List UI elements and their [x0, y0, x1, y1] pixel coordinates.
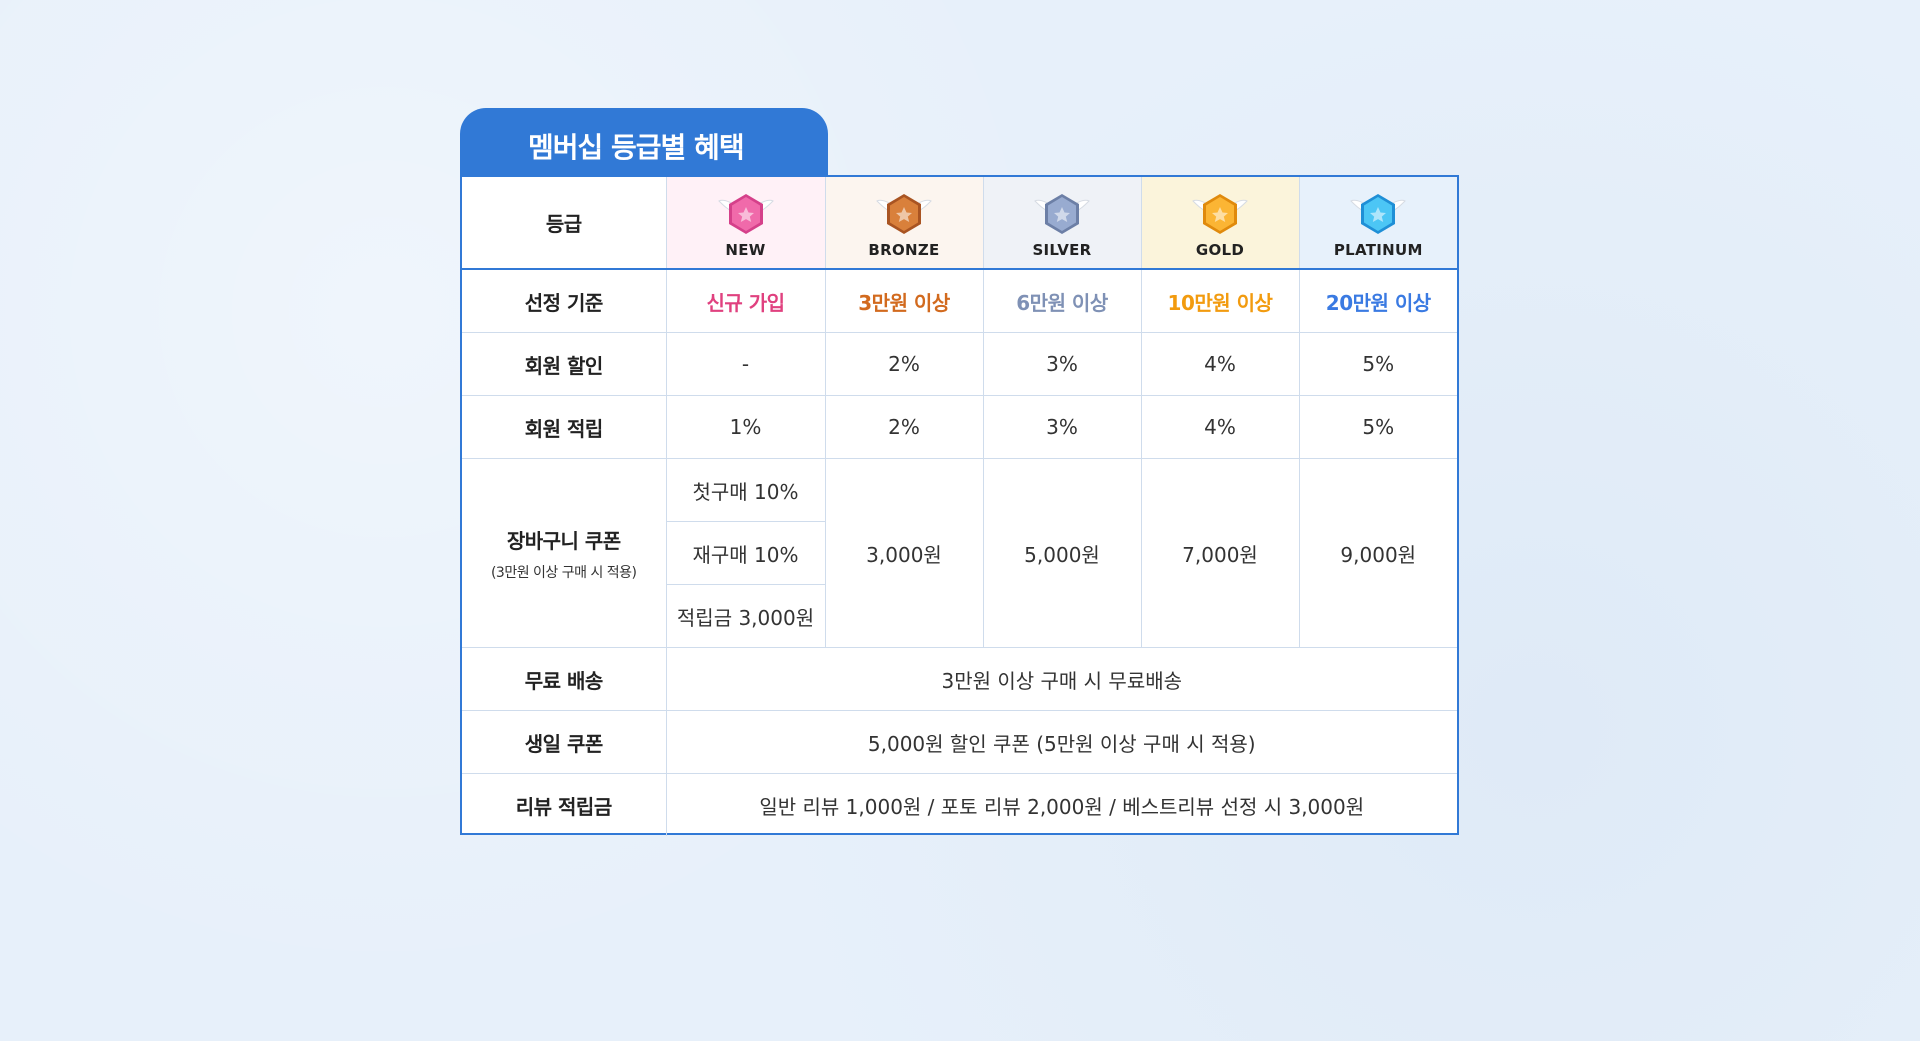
cart-coupon-gold: 7,000원 [1140, 458, 1300, 648]
row-label-points: 회원 적립 [462, 395, 667, 459]
grade-name-new: NEW [725, 240, 766, 259]
points-gold: 4% [1140, 395, 1300, 459]
grade-silver-cell: SILVER [982, 177, 1142, 270]
row-label-cart-coupon: 장바구니 쿠폰 (3만원 이상 구매 시 적용) [462, 458, 667, 648]
cart-coupon-label: 장바구니 쿠폰 [506, 528, 621, 553]
cart-coupon-sublabel: (3만원 이상 구매 시 적용) [490, 564, 637, 581]
discount-bronze: 2% [824, 332, 984, 396]
points-platinum: 5% [1298, 395, 1457, 459]
cart-coupon-silver: 5,000원 [982, 458, 1142, 648]
points-bronze: 2% [824, 395, 984, 459]
cart-coupon-row-2: 재구매 10% [462, 521, 1457, 585]
points-row: 회원 적립 1% 2% 3% 4% 5% [462, 395, 1457, 459]
grade-name-bronze: BRONZE [868, 240, 940, 259]
criteria-gold: 10만원 이상 [1140, 268, 1300, 333]
membership-benefits-table: 등급 NEW BRONZE SILVER GOLD PLATINUM [460, 175, 1459, 836]
platinum-wing-badge-icon [1350, 193, 1407, 234]
discount-gold: 4% [1140, 332, 1300, 396]
criteria-platinum: 20만원 이상 [1298, 268, 1457, 333]
criteria-new: 신규 가입 [665, 268, 826, 333]
page-title: 멤버십 등급별 혜택 [528, 131, 745, 164]
grade-new-cell: NEW [665, 177, 826, 270]
review-row: 리뷰 적립금 일반 리뷰 1,000원 / 포토 리뷰 2,000원 / 베스트… [462, 773, 1457, 836]
row-label-grade: 등급 [462, 177, 667, 270]
pink-wing-badge-icon [717, 193, 774, 234]
title-tab: 멤버십 등급별 혜택 [460, 108, 828, 178]
criteria-bronze: 3만원 이상 [824, 268, 984, 333]
criteria-silver: 6만원 이상 [982, 268, 1142, 333]
discount-new: - [665, 332, 826, 396]
row-label-birthday: 생일 쿠폰 [462, 710, 667, 774]
grade-platinum-cell: PLATINUM [1298, 177, 1457, 270]
cart-coupon-new-points: 적립금 3,000원 [666, 584, 825, 648]
birthday-value: 5,000원 할인 쿠폰 (5만원 이상 구매 시 적용) [665, 710, 1457, 774]
bronze-wing-badge-icon [876, 193, 932, 234]
cart-coupon-bronze: 3,000원 [824, 458, 984, 648]
row-label-shipping: 무료 배송 [462, 647, 667, 711]
cart-coupon-new-first: 첫구매 10% [665, 458, 826, 522]
cart-coupon-row-1: 장바구니 쿠폰 (3만원 이상 구매 시 적용) 첫구매 10% 3,000원 … [462, 458, 1457, 648]
review-value: 일반 리뷰 1,000원 / 포토 리뷰 2,000원 / 베스트리뷰 선정 시… [665, 773, 1457, 836]
discount-row: 회원 할인 - 2% 3% 4% 5% [462, 332, 1457, 396]
birthday-row: 생일 쿠폰 5,000원 할인 쿠폰 (5만원 이상 구매 시 적용) [462, 710, 1457, 774]
silver-wing-badge-icon [1034, 193, 1090, 234]
gold-wing-badge-icon [1192, 193, 1248, 234]
points-silver: 3% [982, 395, 1142, 459]
discount-silver: 3% [982, 332, 1142, 396]
row-label-review: 리뷰 적립금 [462, 773, 667, 836]
discount-platinum: 5% [1298, 332, 1457, 396]
row-label-criteria: 선정 기준 [462, 268, 667, 333]
grade-bronze-cell: BRONZE [824, 177, 984, 270]
points-new: 1% [665, 395, 826, 459]
grade-name-platinum: PLATINUM [1333, 240, 1423, 259]
criteria-row: 선정 기준 신규 가입 3만원 이상 6만원 이상 10만원 이상 20만원 이… [462, 268, 1457, 333]
grade-name-silver: SILVER [1032, 240, 1092, 259]
row-label-discount: 회원 할인 [462, 332, 667, 396]
cart-coupon-platinum: 9,000원 [1298, 458, 1457, 648]
grade-header-row: 등급 NEW BRONZE SILVER GOLD PLATINUM [462, 177, 1457, 270]
shipping-row: 무료 배송 3만원 이상 구매 시 무료배송 [462, 647, 1457, 711]
cart-coupon-new-repeat: 재구매 10% [666, 521, 825, 585]
shipping-value: 3만원 이상 구매 시 무료배송 [665, 647, 1457, 711]
grade-name-gold: GOLD [1195, 240, 1245, 259]
grade-gold-cell: GOLD [1140, 177, 1300, 270]
